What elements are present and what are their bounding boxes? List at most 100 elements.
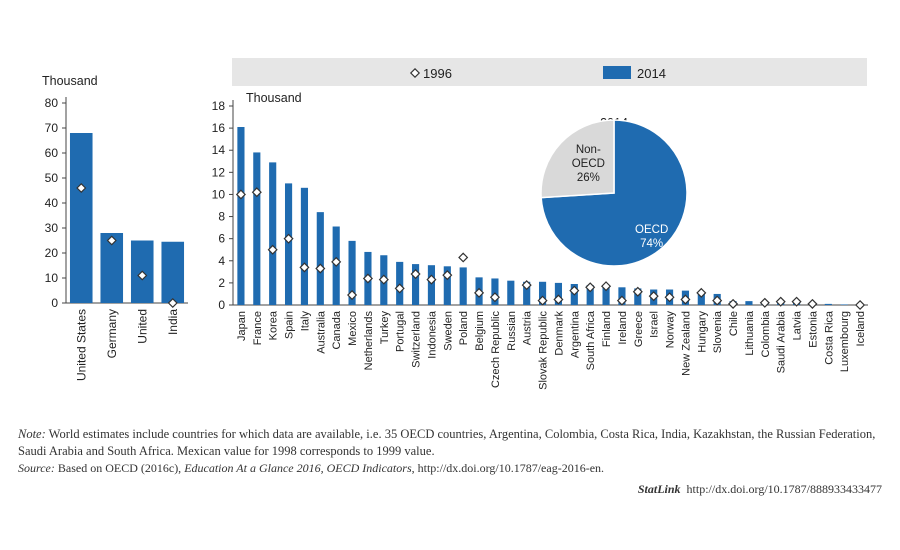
right-category-label: Australia (315, 310, 327, 354)
pie-slice-non-oecd (540, 119, 615, 199)
right-marker-1996 (616, 295, 627, 306)
right-bar (237, 127, 245, 305)
source-link: , http://dx.doi.org/10.1787/eag-2016-en. (411, 461, 605, 475)
right-category-label: Slovenia (712, 310, 724, 353)
left-ytick-label: 70 (45, 121, 59, 135)
right-category-label: Mexico (347, 311, 359, 346)
right-ytick-label: 8 (218, 210, 225, 224)
right-bar (745, 301, 753, 305)
left-ytick-label: 10 (45, 271, 59, 285)
legend-band (232, 58, 867, 86)
right-marker-1996 (775, 296, 786, 307)
right-category-label: Israel (649, 311, 661, 338)
right-category-label: Spain (284, 311, 296, 339)
right-marker-1996 (728, 298, 739, 309)
left-ytick-label: 80 (45, 96, 59, 110)
right-bar (554, 282, 563, 305)
left-category-label: Germany (105, 309, 119, 358)
right-marker-1996 (696, 287, 707, 298)
right-marker-1996 (378, 274, 389, 285)
right-ytick-label: 4 (218, 254, 225, 268)
left-marker-1996 (137, 270, 148, 281)
right-marker-1996 (791, 296, 802, 307)
right-category-label: Switzerland (411, 311, 423, 368)
right-category-label: Denmark (553, 311, 565, 356)
right-bar (507, 280, 515, 305)
right-category-label: Netherlands (363, 311, 375, 371)
right-category-label: Hungary (696, 311, 708, 353)
right-bar (443, 266, 451, 305)
right-bar (697, 291, 705, 305)
pie-label-oecd: OECD (635, 224, 668, 236)
right-category-label: Greece (633, 311, 645, 347)
legend-swatch-2014 (603, 66, 631, 79)
right-marker-1996 (426, 274, 437, 285)
right-bar (523, 281, 531, 305)
source-label: Source: (18, 461, 55, 475)
legend-label-1996: 1996 (423, 66, 452, 81)
right-bar (840, 304, 848, 305)
right-category-label: Lithuania (744, 310, 756, 356)
right-category-label: Poland (458, 311, 470, 345)
right-marker-1996 (585, 282, 596, 293)
right-category-label: Belgium (474, 311, 486, 351)
right-category-label: Czech Republic (490, 311, 502, 389)
right-category-label: Argentina (569, 310, 581, 358)
right-category-label: Japan (236, 311, 248, 341)
right-ytick-label: 0 (218, 298, 225, 312)
right-marker-1996 (648, 291, 659, 302)
statlink-label: StatLink (637, 482, 681, 496)
right-ytick-label: 10 (212, 187, 226, 201)
right-category-label: Estonia (807, 310, 819, 348)
right-category-label: Iceland (855, 311, 867, 346)
left-category-label: United (135, 309, 149, 344)
pie-value-non-oecd: 26% (577, 172, 600, 184)
right-marker-1996 (267, 244, 278, 255)
left-bar (100, 233, 124, 303)
right-marker-1996 (394, 283, 405, 294)
right-category-label: Slovak Republic (538, 311, 550, 390)
right-marker-1996 (410, 268, 421, 280)
left-category-label: India (166, 309, 180, 335)
right-category-label: Luxembourg (839, 311, 851, 372)
statlink-url[interactable]: http://dx.doi.org/10.1787/888933433477 (686, 482, 882, 496)
left-ytick-label: 40 (45, 196, 59, 210)
right-category-label: Colombia (760, 310, 772, 357)
left-ytick-label: 30 (45, 221, 59, 235)
source-body: Based on OECD (2016c), (54, 461, 185, 475)
statlink[interactable]: StatLink http://dx.doi.org/10.1787/888933… (638, 482, 882, 497)
right-ytick-label: 14 (212, 143, 226, 157)
right-marker-1996 (442, 270, 453, 281)
right-marker-1996 (553, 294, 564, 305)
left-ytick-label: 20 (45, 246, 59, 260)
right-marker-1996 (489, 292, 500, 303)
right-ytick-label: 12 (212, 165, 226, 179)
right-category-label: Turkey (379, 311, 391, 345)
right-marker-1996 (474, 287, 485, 298)
left-bar (161, 241, 185, 303)
right-category-label: Sweden (442, 311, 454, 351)
pie-value-oecd: 74% (640, 238, 663, 250)
right-category-label: Austria (522, 310, 534, 345)
right-category-label: Russian (506, 311, 518, 351)
right-marker-1996 (537, 295, 548, 306)
right-bar (300, 187, 309, 305)
right-bar (253, 152, 261, 305)
right-bar (491, 278, 499, 305)
pie-label-oecd-part: OECD (572, 158, 605, 170)
right-marker-1996 (315, 263, 326, 274)
pie-label-non: Non- (576, 144, 601, 156)
legend-label-2014: 2014 (637, 66, 666, 81)
right-marker-1996 (362, 273, 373, 284)
right-category-label: Costa Rica (823, 310, 835, 365)
right-category-label: Finland (601, 311, 613, 347)
right-marker-1996 (299, 262, 310, 273)
right-marker-1996 (807, 298, 818, 309)
left-ytick-label: 60 (45, 146, 59, 160)
right-marker-1996 (759, 297, 770, 308)
right-bar (284, 183, 293, 305)
left-marker-1996 (76, 182, 87, 194)
left-category-label: United States (74, 309, 88, 381)
right-marker-1996 (664, 292, 675, 303)
right-ytick-label: 16 (212, 121, 226, 135)
